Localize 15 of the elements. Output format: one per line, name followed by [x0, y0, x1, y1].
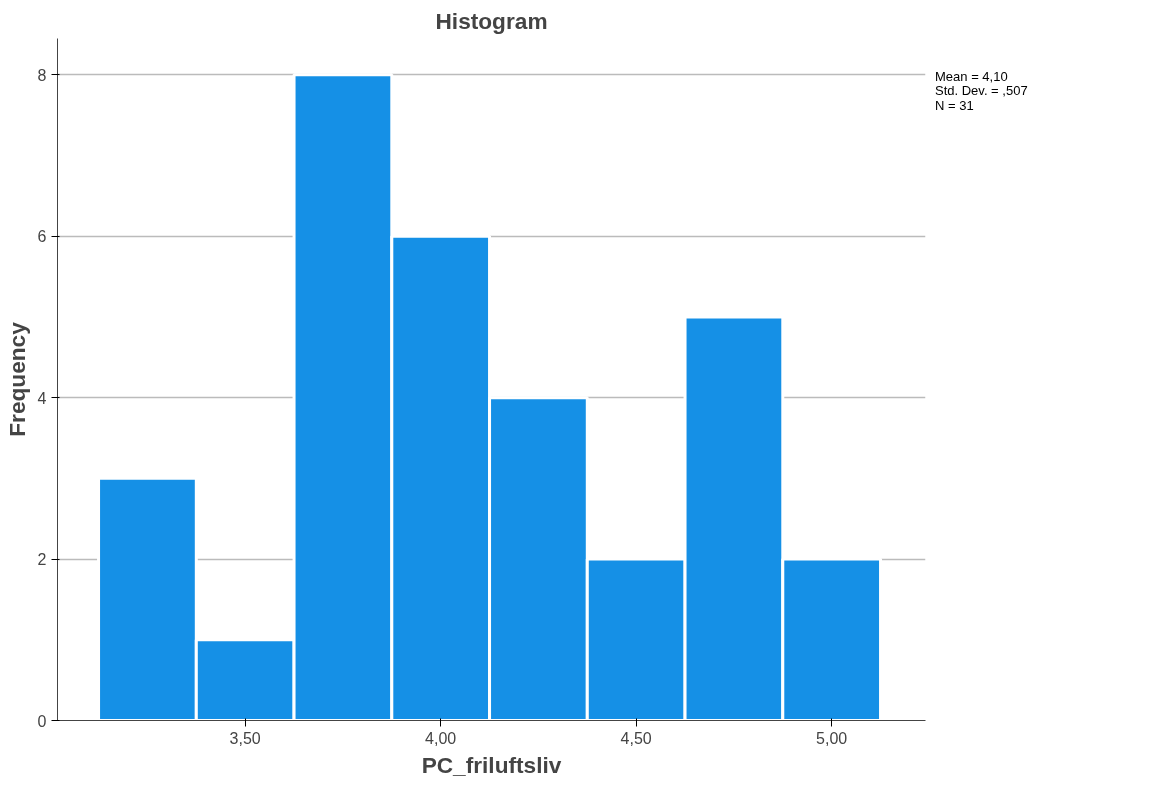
x-tick-label: 4,00 — [425, 729, 457, 747]
chart-title: Histogram — [435, 7, 548, 34]
x-axis-title: PC_friluftsliv — [421, 751, 562, 778]
x-tick-label: 3,50 — [229, 729, 261, 747]
text: N = 31 — [935, 97, 974, 113]
x-tick-label: 4,50 — [620, 729, 652, 747]
y-axis-title: Frequency — [3, 321, 30, 437]
y-tick-label: 8 — [37, 66, 47, 84]
y-tick-label: 0 — [37, 712, 47, 730]
text: Mean = 4,10 — [935, 69, 1008, 84]
text: Std. Dev. = ,507 — [935, 83, 1028, 99]
x-tick-label: 5,00 — [816, 729, 848, 747]
y-tick-label: 2 — [37, 551, 47, 569]
y-tick-label: 6 — [37, 228, 47, 246]
y-tick-label: 4 — [37, 389, 47, 407]
